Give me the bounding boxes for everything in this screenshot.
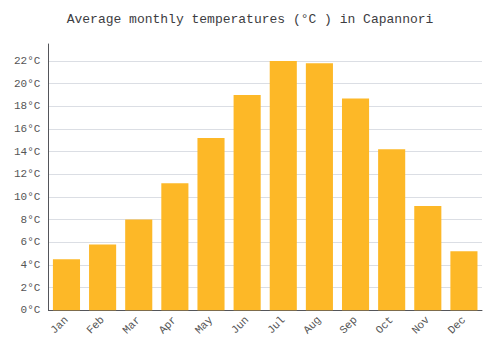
svg-text:Average monthly temperatures (: Average monthly temperatures (°C ) in Ca… xyxy=(67,12,434,27)
svg-text:Jan: Jan xyxy=(48,314,70,336)
svg-text:2°C: 2°C xyxy=(21,282,41,294)
svg-text:8°C: 8°C xyxy=(21,214,41,226)
svg-text:16°C: 16°C xyxy=(14,123,41,135)
svg-text:Mar: Mar xyxy=(121,314,143,336)
svg-text:20°C: 20°C xyxy=(14,78,41,90)
svg-text:14°C: 14°C xyxy=(14,146,41,158)
svg-text:22°C: 22°C xyxy=(14,55,41,67)
svg-text:12°C: 12°C xyxy=(14,168,41,180)
svg-text:Jun: Jun xyxy=(229,314,251,336)
svg-text:Sep: Sep xyxy=(337,314,359,336)
svg-text:Feb: Feb xyxy=(84,314,106,336)
svg-text:6°C: 6°C xyxy=(21,236,41,248)
svg-text:Aug: Aug xyxy=(301,314,323,336)
svg-text:10°C: 10°C xyxy=(14,191,41,203)
svg-text:Apr: Apr xyxy=(157,314,179,336)
svg-text:Jul: Jul xyxy=(265,314,287,336)
svg-text:Oct: Oct xyxy=(373,314,395,336)
svg-text:Nov: Nov xyxy=(410,314,433,337)
svg-text:4°C: 4°C xyxy=(21,259,41,271)
svg-text:May: May xyxy=(193,314,216,337)
svg-text:Dec: Dec xyxy=(446,314,468,336)
svg-text:18°C: 18°C xyxy=(14,100,41,112)
svg-text:0°C: 0°C xyxy=(21,304,41,316)
